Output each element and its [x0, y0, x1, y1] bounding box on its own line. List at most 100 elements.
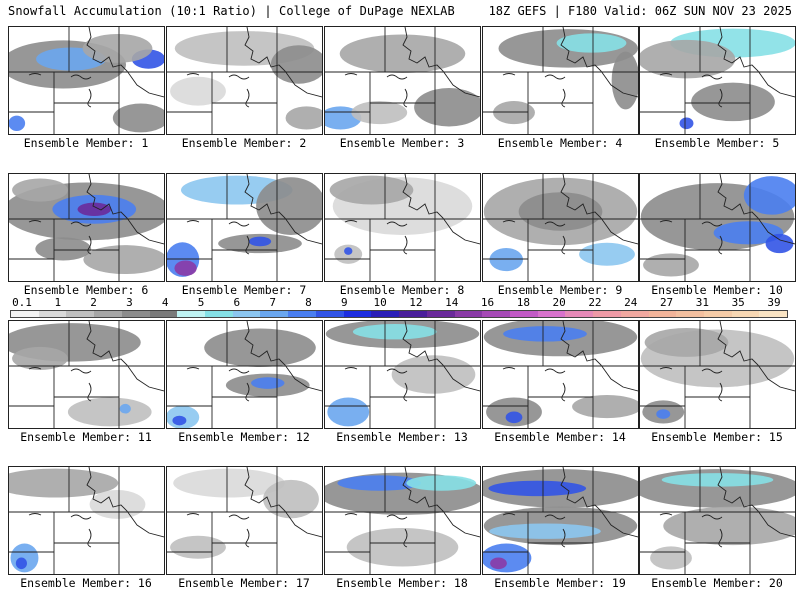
colorbar-segment — [676, 311, 704, 317]
snowfall-map-5 — [640, 27, 795, 134]
snow-area — [679, 117, 694, 130]
snow-area — [327, 397, 370, 427]
snow-area — [337, 475, 422, 491]
ensemble-member-label: Ensemble Member: 1 — [23, 136, 149, 150]
snow-area — [174, 260, 197, 276]
snowfall-map-1 — [9, 27, 164, 134]
ensemble-member-label: Ensemble Member: 2 — [181, 136, 307, 150]
ensemble-panel-12 — [166, 320, 323, 429]
colorbar-segment — [593, 311, 621, 317]
run-valid-time: 18Z GEFS | F180 Valid: 06Z SUN NOV 23 20… — [488, 4, 792, 18]
colorbar-tick-label: 0.1 — [12, 296, 32, 309]
snowfall-map-20 — [640, 467, 795, 574]
colorbar-tick-label: 18 — [516, 296, 530, 309]
ensemble-panel-10 — [639, 173, 796, 282]
snow-area — [170, 76, 226, 106]
snow-area — [12, 346, 68, 371]
colorbar-tick-label: 2 — [90, 296, 97, 309]
ensemble-member-label: Ensemble Member: 3 — [339, 136, 465, 150]
snowfall-map-16 — [9, 467, 164, 574]
ensemble-panel-15 — [639, 320, 796, 429]
colorbar-tick-label: 10 — [373, 296, 387, 309]
snow-area — [170, 535, 226, 559]
snow-area — [9, 115, 26, 132]
colorbar-segment — [38, 311, 67, 317]
snow-area — [352, 323, 437, 340]
ensemble-member-label: Ensemble Member: 4 — [497, 136, 623, 150]
colorbar-tick-label: 6 — [233, 296, 241, 309]
snowfall-map-17 — [167, 467, 322, 574]
colorbar-tick-label: 4 — [161, 296, 169, 309]
snow-area — [644, 327, 729, 357]
snowfall-map-9 — [483, 174, 638, 281]
snow-area — [493, 101, 535, 125]
snow-area — [346, 527, 459, 567]
snowfall-map-8 — [325, 174, 480, 281]
ensemble-panel-13 — [324, 320, 481, 429]
colorbar-tick-label: 12 — [409, 296, 423, 309]
map-title: Snowfall Accumulation (10:1 Ratio) | Col… — [8, 4, 455, 18]
colorbar-segment — [454, 311, 483, 317]
colorbar-tick-label: 31 — [695, 296, 709, 309]
snowfall-map-11 — [9, 321, 164, 428]
colorbar-tick-label: 1 — [54, 296, 62, 309]
snow-area — [82, 33, 153, 63]
snow-area — [35, 237, 92, 261]
snow-area — [691, 82, 775, 122]
colorbar-tick-label: 8 — [305, 296, 312, 309]
ensemble-panel-6 — [8, 173, 165, 282]
ensemble-panel-7 — [166, 173, 323, 282]
colorbar-segment — [260, 311, 289, 317]
ensemble-panel-3 — [324, 26, 481, 135]
snow-area — [488, 480, 587, 497]
colorbar-segment — [66, 311, 95, 317]
colorbar-segment — [759, 311, 788, 317]
colorbar-tick-label: 16 — [480, 296, 495, 309]
snow-area — [743, 176, 795, 215]
colorbar-segment — [399, 311, 427, 317]
snow-area — [640, 39, 736, 79]
snowfall-map-6 — [9, 174, 164, 281]
ensemble-member-label: Ensemble Member: 11 — [20, 430, 152, 444]
snow-area — [344, 247, 353, 255]
snow-area — [656, 409, 671, 419]
snow-area — [119, 403, 131, 414]
ensemble-panel-20 — [639, 466, 796, 575]
colorbar-segment — [565, 311, 594, 317]
snow-area — [713, 221, 784, 245]
snow-area — [483, 543, 532, 573]
ensemble-panel-8 — [324, 173, 481, 282]
snow-area — [391, 355, 476, 394]
snow-area — [650, 546, 692, 570]
colorbar-tick-label: 35 — [731, 296, 745, 309]
snow-area — [15, 557, 27, 570]
snow-area — [285, 106, 322, 130]
ensemble-member-label: Ensemble Member: 8 — [339, 283, 465, 297]
ensemble-member-label: Ensemble Member: 6 — [23, 283, 149, 297]
colorbar-segment — [343, 311, 372, 317]
colorbar-tick-label: 22 — [588, 296, 602, 309]
ensemble-member-label: Ensemble Member: 20 — [651, 576, 783, 590]
snow-area — [173, 468, 285, 498]
snow-area — [503, 326, 587, 342]
snow-area — [339, 34, 466, 74]
ensemble-panel-2 — [166, 26, 323, 135]
ensemble-panel-11 — [8, 320, 165, 429]
snow-area — [579, 242, 635, 266]
snow-area — [351, 101, 408, 125]
snowfall-map-19 — [483, 467, 638, 574]
snowfall-map-3 — [325, 27, 480, 134]
snow-area — [172, 415, 187, 426]
colorbar-segment — [177, 311, 206, 317]
snowfall-map-2 — [167, 27, 322, 134]
ensemble-panel-19 — [482, 466, 639, 575]
snow-area — [556, 33, 627, 53]
colorbar-segment — [537, 311, 566, 317]
snow-area — [518, 192, 603, 231]
colorbar-segment — [94, 311, 122, 317]
colorbar-segment — [703, 311, 732, 317]
snow-area — [204, 328, 316, 368]
colorbar-segment — [509, 311, 538, 317]
colorbar-segment — [232, 311, 261, 317]
snowfall-map-4 — [483, 27, 638, 134]
